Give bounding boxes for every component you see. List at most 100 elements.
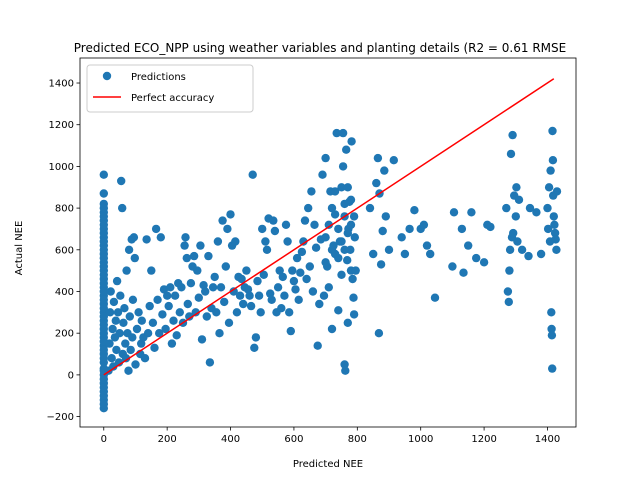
data-point <box>467 208 476 217</box>
data-point <box>343 228 352 238</box>
data-point <box>307 187 316 196</box>
data-point <box>324 283 333 292</box>
data-point <box>342 145 351 154</box>
data-point <box>270 226 280 236</box>
data-point <box>348 274 357 284</box>
data-point <box>208 283 218 292</box>
data-point <box>218 216 227 225</box>
data-point <box>324 220 333 229</box>
plot-area <box>99 78 562 413</box>
data-point <box>153 295 162 304</box>
data-point <box>506 149 516 159</box>
data-point <box>169 316 178 325</box>
data-point <box>226 210 235 219</box>
legend-label: Perfect accuracy <box>131 93 214 104</box>
data-point <box>223 224 232 234</box>
data-point <box>143 329 153 338</box>
data-point <box>319 291 329 300</box>
data-point <box>259 270 268 279</box>
data-point <box>109 297 119 307</box>
data-point <box>543 203 552 213</box>
data-point <box>132 324 142 334</box>
data-point <box>551 235 560 244</box>
data-point <box>256 308 265 317</box>
data-point <box>343 256 352 265</box>
data-point <box>216 283 226 292</box>
data-point <box>514 195 524 204</box>
data-point <box>550 228 560 238</box>
y-axis-label: Actual NEE <box>14 221 25 276</box>
data-point <box>346 195 356 204</box>
data-point <box>289 276 299 286</box>
data-point <box>177 283 186 292</box>
data-point <box>275 266 284 275</box>
data-point <box>202 312 211 321</box>
data-point <box>111 316 121 325</box>
data-point <box>116 291 125 300</box>
data-point <box>349 310 359 319</box>
data-point <box>117 176 126 186</box>
data-point <box>300 216 310 225</box>
data-point <box>550 220 559 229</box>
data-point <box>351 266 360 275</box>
data-point <box>186 279 196 288</box>
data-point <box>243 285 253 294</box>
data-point <box>121 339 130 348</box>
data-point <box>384 245 394 254</box>
x-tick-label: 600 <box>284 434 303 445</box>
data-point <box>321 153 330 163</box>
data-point <box>232 308 242 317</box>
data-point <box>332 128 341 138</box>
data-point <box>286 326 295 336</box>
y-tick-label: 800 <box>55 204 74 215</box>
data-point <box>509 228 518 238</box>
data-point <box>119 318 128 327</box>
data-point <box>163 291 172 300</box>
perfect-accuracy-line <box>103 78 555 376</box>
x-tick-label: 1000 <box>408 434 433 445</box>
y-tick-label: 400 <box>55 287 74 298</box>
data-point <box>99 399 109 409</box>
data-point <box>512 183 521 192</box>
data-point <box>321 258 330 267</box>
data-point <box>337 237 346 246</box>
data-point <box>161 324 170 334</box>
data-point <box>122 266 131 275</box>
data-point <box>112 345 121 355</box>
data-point <box>267 295 276 304</box>
y-tick-label: 0 <box>68 370 74 381</box>
data-point <box>237 274 246 284</box>
data-point <box>108 324 117 334</box>
data-point <box>148 318 158 327</box>
data-point <box>99 270 109 279</box>
data-point <box>430 293 440 302</box>
data-point <box>105 308 115 317</box>
data-point <box>210 272 219 282</box>
data-point <box>318 170 327 179</box>
data-point <box>99 304 109 313</box>
legend-marker-predictions <box>102 71 112 81</box>
data-point <box>547 324 556 334</box>
data-point <box>311 243 321 252</box>
chart-title: Predicted ECO_NPP using weather variable… <box>74 41 566 55</box>
data-point <box>113 308 123 317</box>
data-point <box>283 237 292 246</box>
data-point <box>305 262 314 271</box>
data-point <box>341 366 350 375</box>
data-point <box>158 310 167 319</box>
data-point <box>304 203 313 213</box>
data-point <box>372 178 381 188</box>
data-point <box>205 358 215 367</box>
data-point <box>350 233 359 242</box>
x-tick-label: 1200 <box>471 434 496 445</box>
data-point <box>197 335 207 344</box>
data-point <box>131 360 140 369</box>
data-point <box>250 343 259 352</box>
data-point <box>349 212 359 221</box>
data-point <box>170 291 180 300</box>
data-point <box>302 274 311 284</box>
x-tick-label: 1400 <box>535 434 560 445</box>
data-point <box>172 331 181 340</box>
data-point <box>99 279 109 288</box>
data-point <box>330 187 340 196</box>
